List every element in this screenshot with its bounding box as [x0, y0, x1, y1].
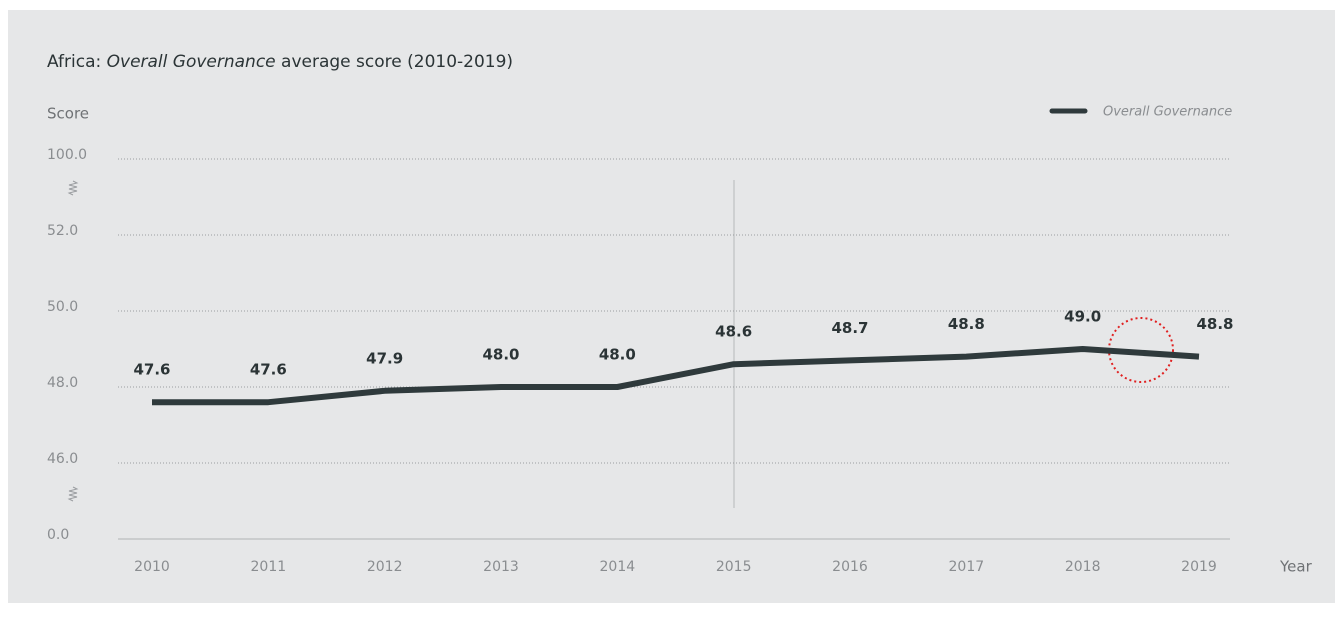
y-tick-label: 50.0 [47, 299, 78, 315]
x-tick-label: 2010 [134, 559, 170, 575]
title-emphasis: Overall Governance [107, 52, 276, 72]
value-label: 49.0 [1064, 308, 1101, 326]
value-label: 48.0 [599, 346, 636, 364]
y-axis-label: Score [47, 105, 89, 123]
value-label: 47.6 [133, 361, 170, 379]
title-prefix: Africa: [47, 52, 107, 72]
title-suffix: average score (2010-2019) [276, 52, 513, 72]
value-label: 48.8 [1196, 315, 1233, 333]
y-tick-label: 0.0 [47, 527, 69, 543]
value-label: 48.8 [948, 315, 985, 333]
x-axis-label: Year [1279, 558, 1313, 576]
x-tick-label: 2019 [1181, 559, 1217, 575]
value-label: 48.7 [831, 319, 868, 337]
panel [8, 10, 1335, 603]
legend-label: Overall Governance [1103, 105, 1232, 120]
y-tick-label: 48.0 [47, 375, 78, 391]
x-tick-label: 2015 [716, 559, 752, 575]
x-tick-label: 2013 [483, 559, 519, 575]
x-tick-label: 2017 [949, 559, 985, 575]
x-tick-label: 2011 [251, 559, 287, 575]
x-tick-label: 2018 [1065, 559, 1101, 575]
x-tick-label: 2014 [600, 559, 636, 575]
series-line [152, 346, 1200, 406]
value-label: 48.0 [482, 346, 519, 364]
x-tick-label: 2016 [832, 559, 868, 575]
y-tick-label: 100.0 [47, 147, 87, 163]
axis-break [67, 180, 79, 502]
y-tick-label: 46.0 [47, 451, 78, 467]
value-label: 47.6 [250, 361, 287, 379]
value-label: 48.6 [715, 323, 752, 341]
value-label: 47.9 [366, 349, 403, 367]
chart-title: Africa: Overall Governance average score… [47, 52, 513, 72]
y-tick-label: 52.0 [47, 223, 78, 239]
x-tick-label: 2012 [367, 559, 403, 575]
